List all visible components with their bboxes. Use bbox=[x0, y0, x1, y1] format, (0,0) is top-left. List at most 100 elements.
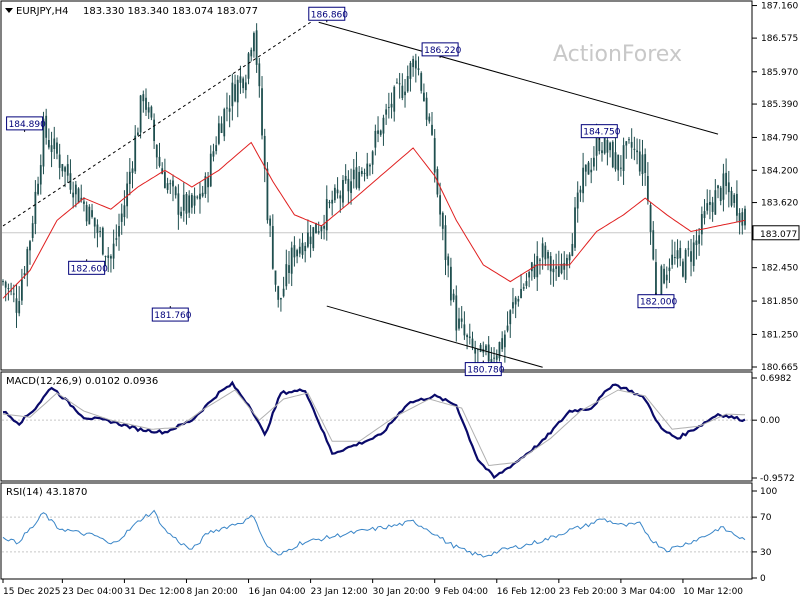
candle-body bbox=[231, 82, 234, 107]
price-tick-label: 181.250 bbox=[761, 330, 798, 340]
candle-body bbox=[393, 86, 396, 112]
candle-body bbox=[684, 249, 687, 280]
candle-body bbox=[209, 153, 212, 187]
candle-body bbox=[99, 231, 102, 233]
candle-body bbox=[131, 168, 134, 173]
annotation-box bbox=[6, 116, 44, 131]
time-tick-label: 16 Jan 04:00 bbox=[249, 587, 306, 597]
candle-body bbox=[58, 154, 61, 168]
candle-body bbox=[722, 173, 725, 200]
candle-body bbox=[644, 154, 647, 173]
candle-body bbox=[107, 255, 110, 258]
candle-body bbox=[536, 256, 539, 278]
candle-body bbox=[476, 349, 479, 351]
candle-body bbox=[636, 150, 638, 153]
time-axis: 15 Dec 2025 23 Dec 04:00 31 Dec 12:00 8 Jan… bbox=[2, 579, 743, 597]
candle-body bbox=[609, 142, 611, 151]
candle-body bbox=[738, 212, 741, 223]
annotation-box bbox=[151, 307, 189, 322]
candle-body bbox=[709, 201, 711, 205]
candle-body bbox=[455, 295, 458, 331]
candle-body bbox=[72, 192, 75, 198]
candle-body bbox=[414, 60, 417, 69]
candle-body bbox=[560, 263, 563, 274]
time-tick-label: 16 Feb 12:00 bbox=[497, 587, 556, 597]
candle-body bbox=[412, 58, 415, 68]
candle-body bbox=[285, 264, 288, 287]
candle-body bbox=[741, 212, 744, 226]
candle-body bbox=[261, 88, 263, 136]
candle-body bbox=[433, 138, 436, 173]
candle-body bbox=[630, 141, 633, 148]
candle-body bbox=[692, 242, 695, 266]
annotation-box bbox=[68, 260, 106, 275]
candle-body bbox=[358, 171, 361, 189]
candle-body bbox=[698, 235, 701, 244]
candle-body bbox=[315, 223, 317, 234]
candle-body bbox=[514, 297, 517, 305]
candle-body bbox=[77, 188, 80, 204]
price-tick-label: 186.575 bbox=[761, 34, 798, 44]
candle-body bbox=[180, 211, 182, 217]
candle-body bbox=[166, 183, 169, 190]
annotation-label: 186.860 bbox=[311, 10, 348, 20]
candle-body bbox=[582, 167, 585, 194]
candle-body bbox=[700, 214, 703, 235]
rsi-tick-label: 30 bbox=[760, 548, 772, 558]
rsi-panel bbox=[0, 482, 753, 580]
candle-body bbox=[487, 344, 490, 362]
candle-body bbox=[247, 53, 250, 79]
candle-body bbox=[736, 193, 738, 216]
moving-average bbox=[2, 141, 746, 299]
candle-body bbox=[234, 84, 236, 102]
candle-body bbox=[466, 335, 468, 338]
candle-body bbox=[42, 118, 45, 167]
candle-body bbox=[150, 106, 153, 118]
candle-body bbox=[460, 318, 463, 322]
current-price-label: 183.077 bbox=[760, 230, 797, 240]
candle-body bbox=[161, 168, 164, 174]
candle-body bbox=[638, 151, 641, 172]
candle-body bbox=[428, 116, 431, 122]
candle-body bbox=[503, 334, 506, 348]
candle-body bbox=[374, 130, 377, 148]
annotation-label: 184.750 bbox=[583, 128, 620, 138]
candle-body bbox=[20, 279, 23, 301]
candle-body bbox=[342, 180, 344, 203]
candle-body bbox=[730, 190, 733, 206]
candle-body bbox=[293, 245, 296, 258]
candle-body bbox=[377, 130, 379, 134]
candle-body bbox=[193, 195, 196, 206]
candle-body bbox=[328, 201, 331, 204]
candle-body bbox=[226, 107, 228, 109]
candle-body bbox=[557, 266, 560, 277]
time-tick-label: 3 Mar 04:00 bbox=[621, 587, 676, 597]
candle-body bbox=[244, 82, 247, 91]
trendlines bbox=[2, 21, 719, 368]
trendline bbox=[326, 305, 543, 368]
annotation-label: 184.890 bbox=[9, 120, 46, 130]
candle-body bbox=[317, 231, 320, 233]
candle-body bbox=[64, 167, 66, 172]
candle-body bbox=[725, 172, 728, 187]
candle-body bbox=[142, 94, 145, 102]
candle-body bbox=[23, 272, 26, 276]
candle-body bbox=[242, 78, 245, 89]
candle-body bbox=[533, 264, 536, 278]
candle-body bbox=[509, 310, 512, 325]
candle-body bbox=[601, 150, 603, 154]
candle-body bbox=[360, 170, 363, 175]
dropdown-triangle-icon[interactable] bbox=[5, 8, 13, 13]
candle-body bbox=[201, 192, 204, 197]
candle-body bbox=[512, 302, 514, 309]
time-tick-label: 10 Mar 12:00 bbox=[683, 587, 743, 597]
candle-body bbox=[449, 266, 452, 301]
macd-signal-line bbox=[2, 389, 745, 467]
candle-body bbox=[37, 183, 39, 195]
candle-body bbox=[522, 287, 525, 289]
candle-body bbox=[207, 177, 209, 188]
candle-body bbox=[611, 141, 614, 168]
candle-body bbox=[622, 145, 625, 171]
